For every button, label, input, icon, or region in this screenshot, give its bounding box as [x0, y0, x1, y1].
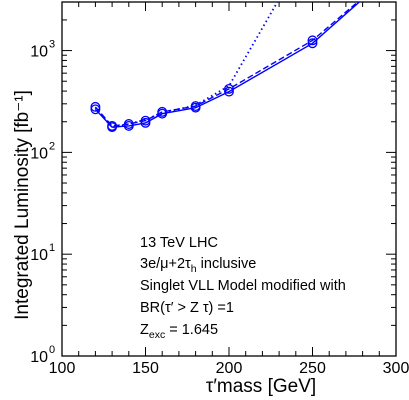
x-axis-title: τ′mass [GeV]: [206, 376, 316, 397]
y-tick-label: 10: [30, 145, 48, 162]
data-point-marker: [123, 119, 134, 129]
data-point-marker: [307, 35, 318, 46]
x-tick-label: 250: [299, 360, 326, 377]
data-point-marker: [190, 101, 201, 112]
annotation-zexc-main: Z: [140, 322, 149, 338]
x-tick-label: 200: [216, 360, 243, 377]
data-markers: [90, 35, 318, 133]
annotation-channel: 3e/μ+2τh inclusive: [140, 256, 256, 275]
annotation-channel-main: 3e/μ+2τ: [140, 256, 191, 272]
annotation-zexc-sub: exc: [149, 329, 165, 341]
series-lines: [94, 2, 361, 129]
data-point-marker: [224, 83, 234, 94]
annotation-energy: 13 TeV LHC: [140, 235, 218, 251]
y-tick-exponent: 2: [49, 140, 55, 152]
y-tick-exponent: 1: [49, 242, 55, 254]
annotation-br: BR(τ′ > Z τ) =1: [140, 300, 234, 316]
y-tick-exponent: 0: [49, 344, 55, 356]
series-line-dotted: [94, 2, 279, 129]
series-line-solid: [94, 2, 361, 128]
x-tick-label: 100: [49, 360, 76, 377]
data-point-marker: [224, 86, 234, 97]
axis-ticks: [61, 1, 397, 357]
annotation-model: Singlet VLL Model modified with: [140, 278, 346, 294]
annotation-zexc-rest: = 1.645: [165, 322, 218, 338]
y-axis-title: Integrated Luminosity [fb⁻¹]: [12, 90, 33, 320]
y-tick-label: 10: [30, 349, 48, 366]
annotation-box: 13 TeV LHC 3e/μ+2τh inclusive Singlet VL…: [140, 235, 346, 341]
data-point-marker: [307, 38, 318, 49]
y-tick-exponent: 3: [49, 39, 55, 51]
data-point-marker: [90, 101, 101, 112]
annotation-channel-sub: h: [191, 263, 197, 275]
y-tick-label: 10: [30, 247, 48, 264]
data-point-marker: [107, 120, 118, 131]
annotation-zexc: Zexc = 1.645: [140, 322, 218, 341]
data-point-marker: [140, 115, 151, 126]
x-tick-label: 150: [132, 360, 159, 377]
series-line-dashed: [94, 2, 359, 127]
y-tick-label: 10: [30, 44, 48, 61]
data-point-marker: [157, 106, 168, 117]
x-tick-label: 300: [383, 360, 409, 377]
annotation-channel-rest: inclusive: [197, 256, 257, 272]
